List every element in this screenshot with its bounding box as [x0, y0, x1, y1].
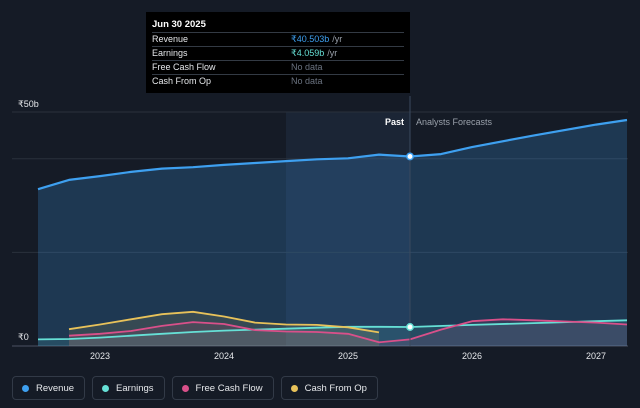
tooltip-row-free-cash-flow: Free Cash Flow No data — [152, 60, 404, 74]
series-area — [69, 319, 627, 346]
legend-label: Cash From Op — [304, 382, 367, 394]
legend-dot-icon — [22, 384, 29, 392]
tooltip-unit: /yr — [332, 34, 343, 44]
legend-label: Free Cash Flow — [195, 382, 263, 394]
x-tick-label: 2026 — [462, 351, 482, 361]
series-line — [68, 310, 380, 334]
y-zero-label: ₹0 — [18, 332, 29, 342]
tooltip-row-revenue: Revenue ₹40.503b /yr — [152, 32, 404, 46]
legend-label: Revenue — [36, 382, 75, 394]
series-area — [69, 311, 379, 346]
legend-item-cash-from-op[interactable]: Cash From Op — [280, 376, 378, 400]
legend-dot-icon — [102, 384, 110, 392]
x-tick-label: 2027 — [586, 351, 606, 361]
past-highlight-band — [286, 112, 410, 346]
series-marker — [406, 323, 414, 331]
forecast-label: Analysts Forecasts — [416, 117, 493, 127]
tooltip-value: ₹4.059b — [291, 48, 325, 58]
legend-item-earnings[interactable]: Earnings — [92, 376, 165, 400]
tooltip-label: Free Cash Flow — [152, 62, 216, 72]
tooltip-row-cash-from-op: Cash From Op No data — [152, 74, 404, 88]
legend-dot-icon — [290, 384, 298, 392]
tooltip-row-earnings: Earnings ₹4.059b /yr — [152, 46, 404, 60]
tooltip-value: No data — [291, 76, 323, 86]
y-top-label: ₹50b — [18, 99, 39, 109]
past-label: Past — [385, 117, 404, 127]
series-area — [38, 120, 627, 346]
series-line — [68, 318, 628, 344]
tooltip: Jun 30 2025 Revenue ₹40.503b /yr Earning… — [146, 12, 410, 93]
legend-dot-icon — [181, 384, 189, 392]
x-tick-label: 2025 — [338, 351, 358, 361]
legend-label: Earnings — [116, 382, 154, 394]
tooltip-date: Jun 30 2025 — [152, 19, 206, 30]
tooltip-label: Earnings — [152, 48, 188, 58]
tooltip-value: No data — [291, 62, 323, 72]
legend-item-revenue[interactable]: Revenue — [12, 376, 86, 400]
tooltip-label: Cash From Op — [152, 76, 212, 86]
tooltip-label: Revenue — [152, 34, 189, 44]
legend: Revenue Earnings Free Cash Flow Cash Fro… — [12, 376, 378, 400]
x-tick-label: 2024 — [214, 351, 234, 361]
series-line — [37, 319, 628, 341]
series-line — [37, 118, 628, 191]
tooltip-value: ₹40.503b — [291, 34, 330, 44]
tooltip-unit: /yr — [327, 48, 338, 58]
x-tick-label: 2023 — [90, 351, 110, 361]
series-marker — [406, 152, 414, 161]
legend-item-free-cash-flow[interactable]: Free Cash Flow — [171, 376, 274, 400]
